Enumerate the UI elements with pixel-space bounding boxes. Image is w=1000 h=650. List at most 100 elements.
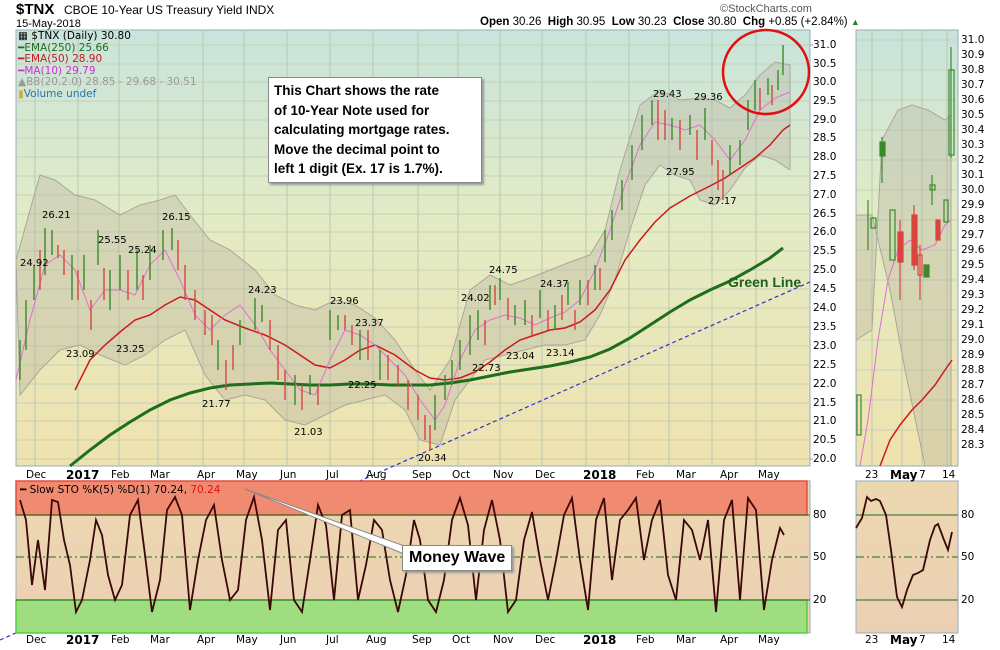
axis-label: 20	[813, 594, 827, 606]
legend-bb: BB(20,2.0) 28.85 - 29.68 - 30.51	[26, 76, 197, 88]
price-tag: 23.25	[116, 344, 145, 355]
oversold-zone	[15, 599, 808, 634]
axis-label: 50	[961, 551, 975, 563]
axis-label: 29.2	[961, 304, 985, 316]
month-label: Jul	[326, 469, 339, 481]
axis-label: 28.9	[961, 349, 985, 361]
chart-note: This Chart shows the rate of 10-Year Not…	[268, 77, 482, 183]
overbought-zone	[15, 480, 808, 516]
axis-label: 80	[813, 509, 827, 521]
close-value: 30.80	[707, 16, 737, 28]
zoom-month-label: May	[890, 468, 918, 482]
month-label: May	[236, 469, 258, 481]
month-label: Dec	[535, 634, 556, 646]
axis-label: 28.6	[961, 394, 985, 406]
brand-watermark: ©StockCharts.com	[720, 3, 812, 15]
month-label: May	[236, 634, 258, 646]
chg-value: +0.85 (+2.84%)	[768, 16, 848, 28]
note-line: This Chart shows the rate	[274, 83, 440, 98]
axis-label: 22.0	[813, 378, 837, 390]
axis-label: 22.5	[813, 359, 837, 371]
axis-label: 29.3	[961, 289, 985, 301]
bb-swatch-icon: ▲	[18, 76, 27, 88]
year-label: 2017	[66, 468, 100, 482]
axis-label: 30.2	[961, 154, 985, 166]
month-label: Sep	[412, 469, 432, 481]
high-label: High	[547, 16, 574, 28]
price-tag: 26.21	[42, 210, 71, 221]
axis-label: 20.5	[813, 434, 837, 446]
price-tag: 22.73	[472, 363, 501, 374]
axis-label: 27.0	[813, 189, 837, 201]
axis-label: 28.4	[961, 424, 985, 436]
price-tag: 23.37	[355, 318, 384, 329]
instrument-name: CBOE 10-Year US Treasury Yield INDX	[64, 3, 275, 17]
ema50-swatch-icon: ━	[18, 53, 25, 65]
low-value: 30.23	[637, 16, 667, 28]
price-tag: 23.14	[546, 348, 575, 359]
price-tag: 23.04	[506, 351, 535, 362]
axis-label: 30.4	[961, 124, 985, 136]
zoom-sto-panel	[855, 480, 959, 634]
zoom-month-label: May	[890, 633, 918, 647]
axis-label: 29.9	[961, 199, 985, 211]
candle-icon: ▦	[18, 30, 28, 42]
bollinger-band	[15, 61, 791, 446]
price-tag: 29.36	[694, 92, 723, 103]
zoom-day-label: 7	[919, 469, 926, 481]
low-label: Low	[611, 16, 635, 28]
price-candles	[19, 45, 784, 450]
axis-label: 23.5	[813, 321, 837, 333]
price-tag: 21.03	[294, 427, 323, 438]
month-label: May	[758, 634, 780, 646]
axis-label: 20	[961, 594, 975, 606]
price-tag: 24.92	[20, 258, 49, 269]
axis-label: 30.5	[961, 109, 985, 121]
volume-swatch-icon: ▮	[18, 87, 24, 100]
month-label: Oct	[452, 634, 471, 646]
axis-label: 28.3	[961, 439, 985, 451]
month-label: Dec	[535, 469, 556, 481]
axis-label: 29.8	[961, 214, 985, 226]
price-tag: 25.55	[98, 235, 127, 246]
month-label: May	[758, 469, 780, 481]
axis-label: 30.9	[961, 49, 985, 61]
axis-label: 29.5	[813, 95, 837, 107]
note-line: calculating mortgage rates.	[274, 122, 450, 137]
axis-label: 27.5	[813, 170, 837, 182]
ema250-swatch-icon: ━	[18, 41, 25, 54]
highlight-circle	[721, 28, 811, 116]
month-label: Apr	[720, 469, 739, 481]
legend-ema250: EMA(250) 25.66	[24, 41, 109, 54]
zoom-day-label: 14	[942, 634, 956, 646]
month-label: Feb	[636, 634, 655, 646]
axis-label: 26.0	[813, 226, 837, 238]
axis-label: 28.5	[813, 132, 837, 144]
axis-label: 30.5	[813, 58, 837, 70]
month-label: Jun	[280, 469, 297, 481]
legend-ma10: MA(10) 29.79	[24, 64, 96, 77]
axis-label: 30.8	[961, 64, 985, 76]
month-label: Aug	[366, 469, 387, 481]
sto-swatch-icon: ━	[20, 484, 27, 496]
month-label: Mar	[150, 634, 170, 646]
axis-label: 28.5	[961, 409, 985, 421]
price-tag: 27.17	[708, 196, 737, 207]
month-label: Oct	[452, 469, 471, 481]
price-tag: 25.24	[128, 245, 157, 256]
legend-price: $TNX (Daily) 30.80	[31, 30, 131, 42]
sto-line	[19, 493, 785, 616]
month-label: Apr	[197, 634, 216, 646]
axis-label: 80	[961, 509, 975, 521]
legend-ema50: EMA(50) 28.90	[24, 53, 103, 65]
price-tag: 24.02	[461, 293, 490, 304]
axis-label: 29.0	[961, 334, 985, 346]
sto-legend: ━ Slow STO %K(5) %D(1) 70.24, 70.24	[20, 484, 220, 496]
month-label: Dec	[26, 469, 47, 481]
axis-label: 30.0	[813, 76, 837, 88]
green-line-label: Green Line	[728, 274, 802, 290]
month-label: Nov	[493, 634, 514, 646]
axis-label: 31.0	[813, 39, 837, 51]
open-label: Open	[480, 16, 510, 28]
axis-label: 28.0	[813, 151, 837, 163]
